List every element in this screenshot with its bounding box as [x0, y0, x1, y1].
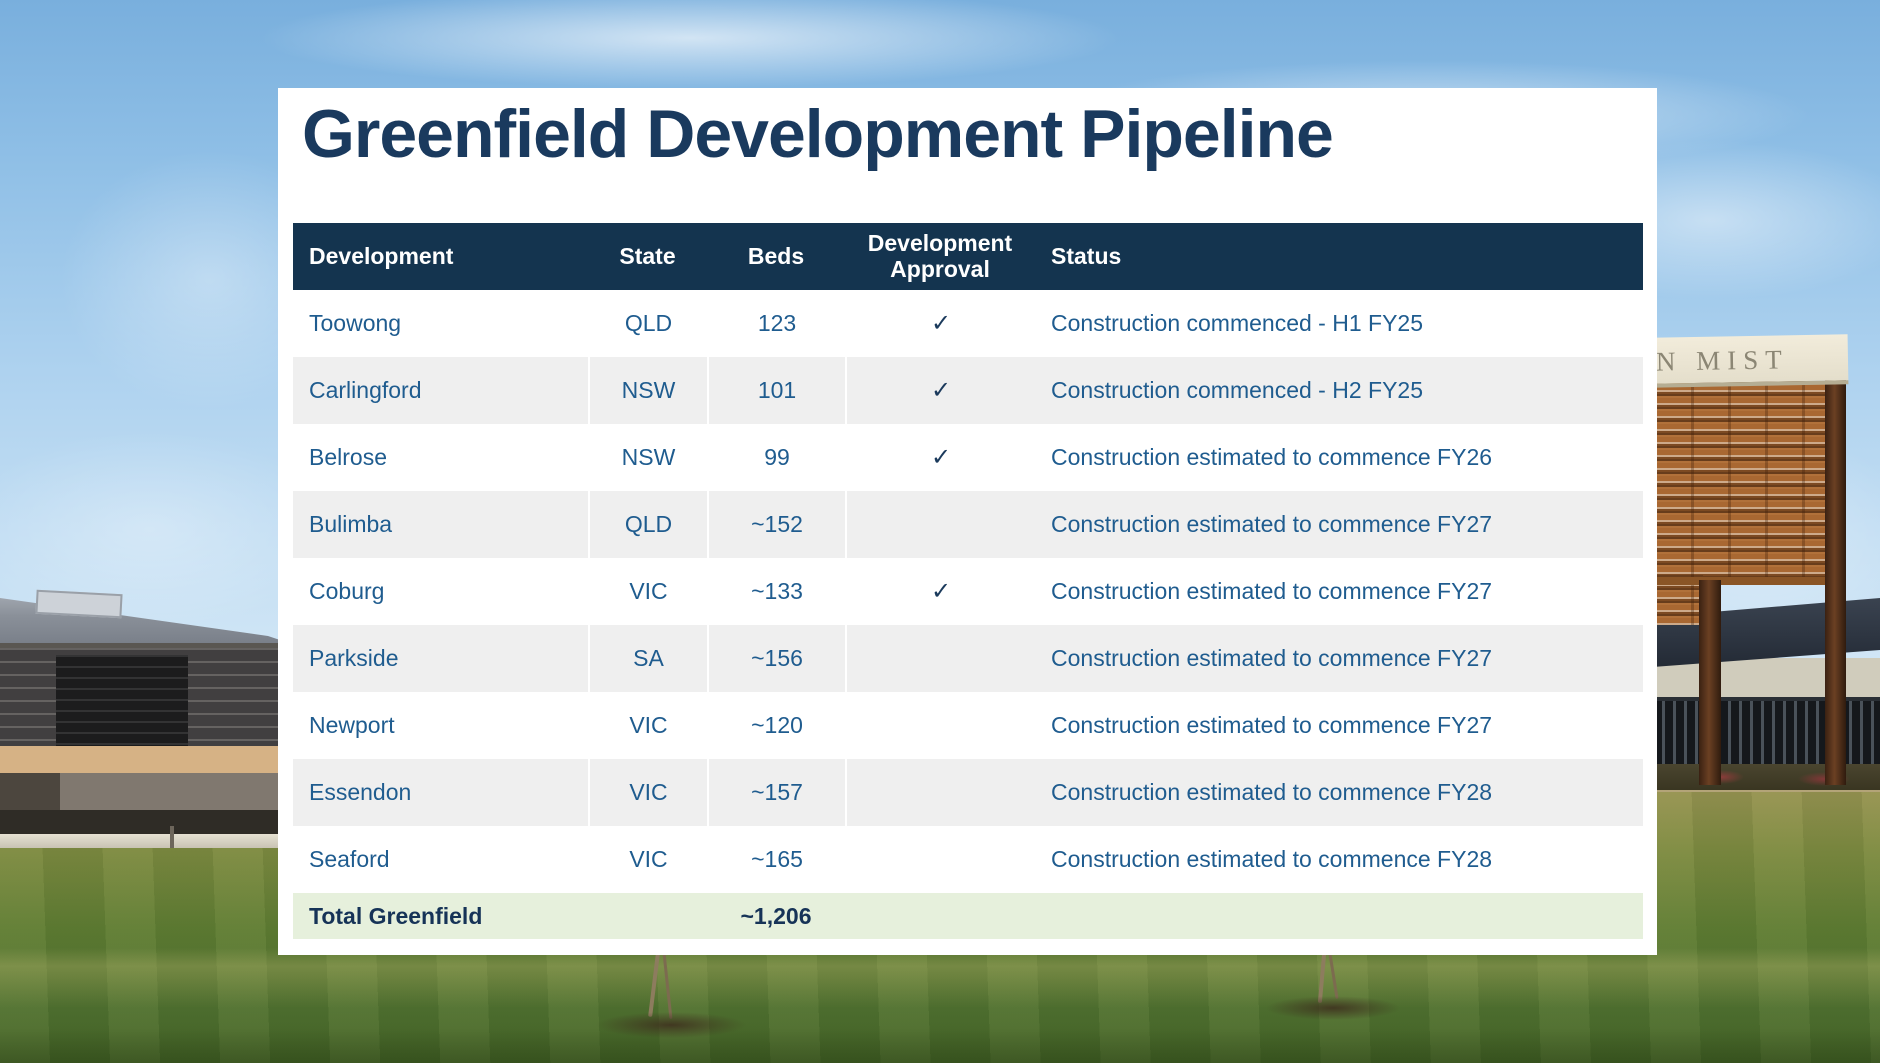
- cell-beds: ~120: [707, 692, 845, 759]
- cell-status: Construction estimated to commence FY27: [1051, 645, 1493, 671]
- total-state-empty: [588, 893, 707, 939]
- cell-development: Seaford: [309, 846, 390, 872]
- table-row: Bulimba QLD ~152 Construction estimated to …: [293, 491, 1643, 558]
- left-building-opening: [0, 773, 60, 813]
- left-curb: [0, 834, 292, 849]
- cell-state: VIC: [588, 558, 707, 625]
- column-header-development: Development: [309, 243, 454, 269]
- cell-approval-empty: [845, 826, 1035, 893]
- cell-status: Construction estimated to commence FY28: [1051, 779, 1493, 805]
- approval-check-icon: ✓: [845, 424, 1035, 491]
- table-row: Carlingford NSW 101 ✓ Construction commenced…: [293, 357, 1643, 424]
- lawn-shadow: [0, 1028, 1880, 1063]
- cell-development: Newport: [309, 712, 395, 738]
- cell-beds: ~157: [707, 759, 845, 826]
- table-total-row: Total Greenfield ~1,206: [293, 893, 1643, 939]
- cell-beds: 101: [707, 357, 845, 424]
- table-header-row: Development State Beds Development Appro…: [293, 223, 1643, 290]
- cell-development: Toowong: [309, 310, 402, 336]
- column-header-beds: Beds: [747, 243, 805, 269]
- cell-development: Essendon: [309, 779, 412, 805]
- entry-sign-post: [1825, 350, 1846, 785]
- entry-sign-timber-panel: [1657, 381, 1831, 581]
- entry-sign-nameboard: N MIST: [1649, 334, 1849, 388]
- slide-card: Greenfield Development Pipeline Developm…: [278, 88, 1657, 955]
- cell-state: NSW: [588, 357, 707, 424]
- cell-beds: 123: [707, 290, 845, 357]
- cell-development: Carlingford: [309, 377, 422, 403]
- total-beds: ~1,206: [740, 902, 812, 929]
- cell-status: Construction commenced - H2 FY25: [1051, 377, 1423, 403]
- cell-approval-empty: [845, 692, 1035, 759]
- left-building-tan-band: [0, 746, 292, 773]
- left-building-hedge: [0, 810, 292, 836]
- table-row: Coburg VIC ~133 ✓ Construction estimated to …: [293, 558, 1643, 625]
- cell-development: Belrose: [309, 444, 387, 470]
- cell-beds: 99: [707, 424, 845, 491]
- cell-state: VIC: [588, 826, 707, 893]
- total-status-empty: [1035, 893, 1643, 939]
- cell-development: Bulimba: [309, 511, 393, 537]
- cell-approval-empty: [845, 491, 1035, 558]
- cell-state: SA: [588, 625, 707, 692]
- total-approval-empty: [845, 893, 1035, 939]
- entry-sign-post: [1699, 580, 1721, 785]
- table-row: Seaford VIC ~165 Construction estimated to …: [293, 826, 1643, 893]
- cell-state: QLD: [588, 290, 707, 357]
- cell-beds: ~133: [707, 558, 845, 625]
- left-pole: [170, 826, 174, 866]
- cell-status: Construction estimated to commence FY26: [1051, 444, 1493, 470]
- table-row: Belrose NSW 99 ✓ Construction estimated to c…: [293, 424, 1643, 491]
- cell-beds: ~156: [707, 625, 845, 692]
- lawn-highlight: [0, 948, 1880, 1008]
- cell-approval-empty: [845, 625, 1035, 692]
- left-building-fascia: [0, 643, 292, 651]
- table-row: Toowong QLD 123 ✓ Construction commenced - H…: [293, 290, 1643, 357]
- cell-status: Construction estimated to commence FY27: [1051, 712, 1493, 738]
- table-row: Essendon VIC ~157 Construction estimated to…: [293, 759, 1643, 826]
- total-label: Total Greenfield: [309, 902, 483, 929]
- cloud: [260, 0, 1120, 88]
- entry-sign-rail: [1657, 577, 1831, 585]
- cell-status: Construction estimated to commence FY28: [1051, 846, 1493, 872]
- cell-development: Coburg: [309, 578, 385, 604]
- column-header-state: State: [619, 243, 676, 269]
- cell-state: QLD: [588, 491, 707, 558]
- left-building-skylight: [35, 589, 123, 619]
- approval-check-icon: ✓: [845, 290, 1035, 357]
- cell-beds: ~165: [707, 826, 845, 893]
- pipeline-table: Development State Beds Development Appro…: [293, 223, 1643, 939]
- approval-check-icon: ✓: [845, 357, 1035, 424]
- table-row: Parkside SA ~156 Construction estimated to …: [293, 625, 1643, 692]
- cell-approval-empty: [845, 759, 1035, 826]
- cell-status: Construction estimated to commence FY27: [1051, 578, 1493, 604]
- entry-sign-text: N MIST: [1655, 344, 1790, 377]
- cell-status: Construction commenced - H1 FY25: [1051, 310, 1423, 336]
- cell-state: NSW: [588, 424, 707, 491]
- column-header-status: Status: [1051, 243, 1122, 269]
- mulch-circle: [1266, 996, 1400, 1020]
- cell-state: VIC: [588, 692, 707, 759]
- table-row: Newport VIC ~120 Construction estimated to …: [293, 692, 1643, 759]
- table-body: Toowong QLD 123 ✓ Construction commenced - H…: [293, 290, 1643, 893]
- cell-beds: ~152: [707, 491, 845, 558]
- approval-check-icon: ✓: [845, 558, 1035, 625]
- cell-status: Construction estimated to commence FY27: [1051, 511, 1493, 537]
- column-header-development-approval: Development Approval: [867, 229, 1013, 282]
- mulch-circle: [596, 1012, 746, 1038]
- page-title: Greenfield Development Pipeline: [302, 96, 1334, 172]
- cell-state: VIC: [588, 759, 707, 826]
- cell-development: Parkside: [309, 645, 399, 671]
